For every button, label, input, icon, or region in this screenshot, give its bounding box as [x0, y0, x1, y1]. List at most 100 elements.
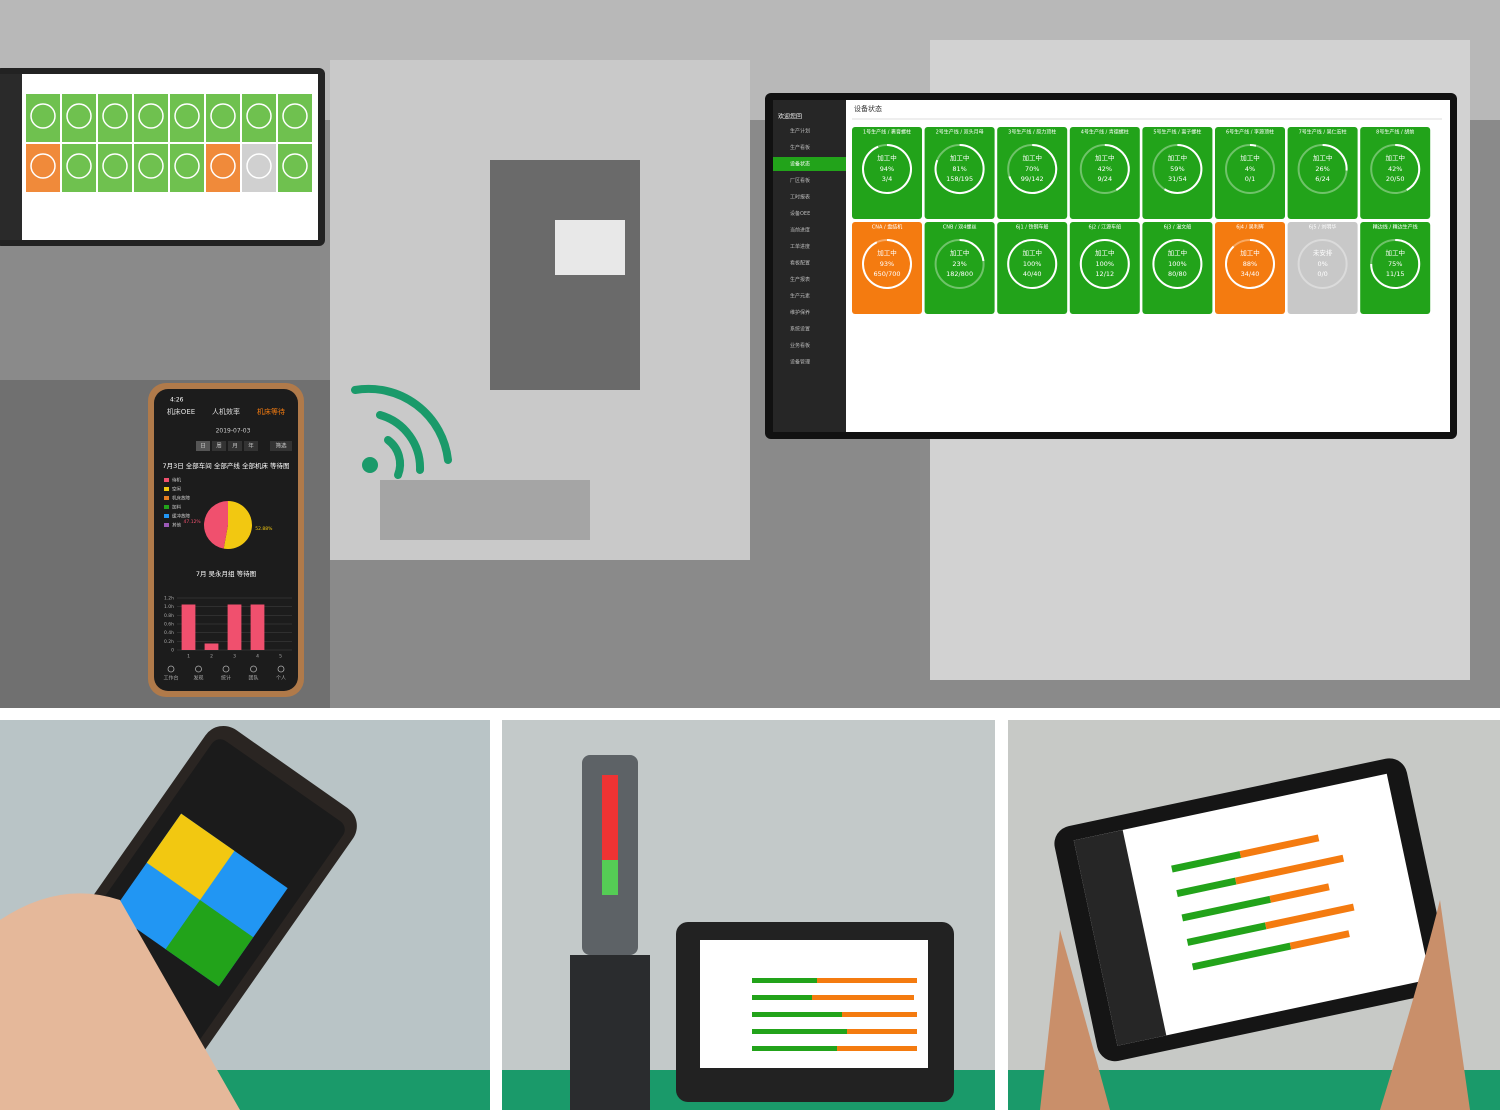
nav-label[interactable]: 发现 [193, 675, 203, 682]
gauge [1370, 239, 1421, 289]
gauge [1008, 144, 1058, 194]
machine-screen [555, 220, 625, 275]
period-label[interactable]: 年 [248, 442, 254, 450]
menu-item[interactable]: 系统设置 [790, 326, 810, 333]
tile-status: 未安排 [1313, 248, 1333, 257]
menu-item[interactable]: 工时报表 [790, 194, 810, 201]
phone-tab[interactable]: 机床等待 [257, 407, 285, 416]
tile-status: 加工中 [1095, 153, 1115, 162]
tile[interactable] [1287, 127, 1358, 219]
small-ring [246, 153, 272, 179]
phone-time: 4:26 [170, 397, 184, 404]
filter-label[interactable]: 筛选 [275, 442, 287, 450]
nav-label[interactable]: 工作台 [163, 675, 178, 682]
dashboard-title: 设备状态 [854, 104, 882, 113]
tile-status: 加工中 [877, 153, 897, 162]
tile[interactable] [1069, 222, 1140, 314]
nav-icon[interactable] [250, 665, 257, 673]
tile[interactable] [1360, 127, 1431, 219]
filter-button[interactable] [270, 441, 292, 451]
period-button[interactable] [244, 441, 258, 451]
period-button[interactable] [212, 441, 226, 451]
tile[interactable] [1360, 222, 1431, 314]
tile[interactable] [1215, 127, 1285, 219]
legend-label: 空闲 [172, 486, 181, 493]
gauge [1249, 144, 1257, 147]
y-tick-label: 0.6h [164, 622, 174, 628]
menu-item[interactable]: 看板配置 [790, 260, 810, 267]
tile-count: 40/40 [1023, 270, 1042, 278]
tile-header: 2号生产线 / 双头月母 [936, 129, 984, 136]
menu-item[interactable]: 设备状态 [790, 161, 810, 168]
pie-title: 7月3日 全部车间 全部产线 全部机床 等待图 [162, 461, 289, 470]
menu-item[interactable]: 业务看板 [790, 342, 810, 349]
tile[interactable] [924, 127, 995, 219]
small-ring [102, 153, 128, 179]
menu-item[interactable]: 维护保养 [790, 309, 810, 316]
period-label[interactable]: 周 [216, 443, 222, 450]
tile-count: 9/24 [1097, 175, 1112, 183]
tile[interactable] [924, 222, 995, 314]
nav-icon[interactable] [277, 665, 285, 673]
menu-item[interactable]: 设备管理 [790, 359, 810, 366]
gauge [1007, 239, 1058, 289]
x-tick-label: 3 [233, 654, 236, 660]
gauge [1322, 144, 1348, 171]
tile[interactable] [1142, 127, 1213, 219]
period-label[interactable]: 日 [200, 443, 206, 450]
tile-count: 34/40 [1241, 270, 1260, 278]
period-button[interactable] [196, 441, 210, 451]
tile[interactable] [1215, 222, 1285, 314]
menu-item[interactable]: 当前进度 [790, 227, 810, 234]
period-button[interactable] [228, 441, 242, 451]
gauge-track [1297, 239, 1348, 289]
nav-label[interactable]: 个人 [276, 676, 286, 682]
nav-icon[interactable] [222, 665, 230, 673]
tile[interactable] [997, 127, 1068, 219]
period-label[interactable]: 月 [232, 443, 238, 450]
menu-item[interactable]: 生产报表 [790, 276, 810, 283]
tile-status: 加工中 [1095, 248, 1115, 257]
menu-item[interactable]: 厂区看板 [790, 177, 810, 184]
phone-tab[interactable]: 机床OEE [167, 407, 195, 416]
tile[interactable] [852, 127, 922, 219]
nav-label[interactable]: 团队 [248, 675, 258, 682]
tile-status: 加工中 [1022, 248, 1042, 257]
menu-item[interactable]: 生产看板 [790, 144, 810, 151]
nav-icon[interactable] [167, 665, 175, 673]
menu-item[interactable]: 生产计划 [790, 128, 810, 135]
pie-slice [203, 501, 228, 549]
led-strip [602, 860, 618, 895]
tile[interactable] [997, 222, 1068, 314]
tablet-bars [752, 978, 917, 1051]
tile[interactable] [852, 222, 922, 314]
x-tick-label: 5 [279, 654, 282, 660]
tile-count: 11/15 [1386, 270, 1405, 278]
tile-percent: 23% [952, 260, 966, 268]
tile[interactable] [1069, 127, 1140, 219]
tile[interactable] [1142, 222, 1213, 314]
small-ring [210, 103, 236, 129]
tile-count: 182/800 [946, 270, 973, 278]
gauge [862, 144, 912, 194]
menu-item[interactable]: 设备OEE [790, 210, 810, 217]
small-ring [174, 153, 200, 179]
nav-icon[interactable] [195, 665, 202, 673]
tile-header: 6j5 / 刘明华 [1309, 224, 1337, 231]
gauge [959, 239, 985, 262]
tile-percent: 42% [1388, 165, 1402, 173]
tile-header: 7号生产线 / 吴仁宏柱 [1299, 129, 1347, 136]
nav-label[interactable]: 统计 [221, 675, 231, 682]
phone-tab[interactable]: 人机效率 [212, 407, 240, 416]
menu-item[interactable]: 工单进度 [790, 243, 810, 250]
tile[interactable] [1287, 222, 1358, 314]
wifi-icon [351, 384, 452, 479]
ipad [1054, 758, 1450, 1062]
tile-header: CNA / 盘结机 [872, 224, 903, 231]
small-ring [174, 103, 200, 129]
hand [1380, 900, 1470, 1110]
menu-item[interactable]: 生产元素 [790, 293, 810, 300]
tile-header: 3号生产线 / 原力顶柱 [1008, 129, 1056, 136]
